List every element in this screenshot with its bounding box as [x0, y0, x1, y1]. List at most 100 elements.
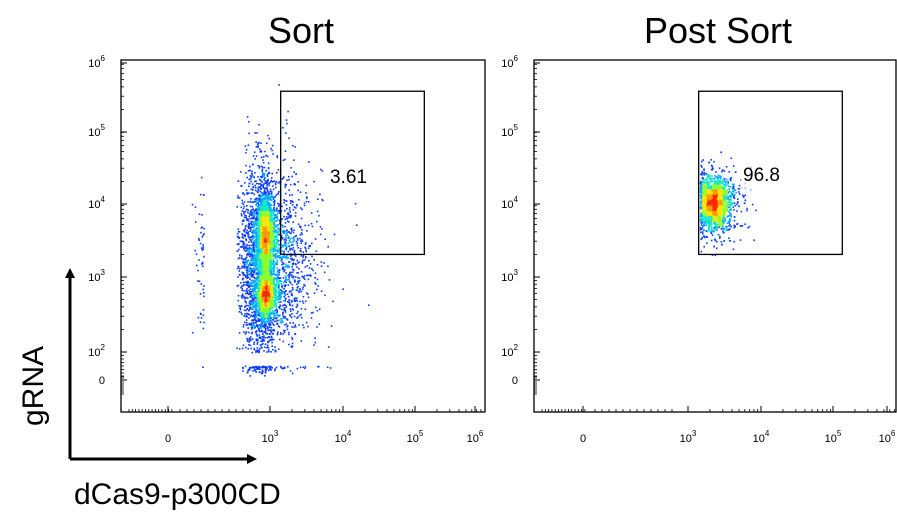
event-dot [257, 205, 260, 208]
event-dot [294, 324, 296, 326]
event-dot [247, 276, 250, 279]
event-dot [250, 228, 252, 231]
event-dot [253, 249, 255, 251]
event-dot [246, 290, 248, 293]
event-dot [240, 281, 242, 284]
event-dot [255, 350, 257, 352]
event-dot [238, 243, 240, 245]
event-dot [242, 344, 245, 347]
event-dot [270, 298, 273, 300]
event-dot [285, 272, 287, 274]
event-dot [251, 174, 254, 176]
event-dot [263, 346, 266, 349]
event-dot [309, 274, 312, 276]
event-dot [298, 277, 301, 280]
event-dot [250, 221, 253, 223]
event-dot [251, 223, 253, 226]
event-dot [298, 324, 300, 326]
event-dot [251, 172, 253, 175]
event-dot [275, 225, 278, 227]
event-dot [255, 145, 258, 148]
event-dot [280, 295, 282, 298]
event-dot [250, 247, 253, 250]
event-dot [252, 302, 255, 305]
event-dot [253, 290, 256, 292]
event-dot [272, 200, 275, 203]
event-dot [250, 323, 253, 325]
event-dot [289, 322, 291, 324]
event-dot [258, 279, 261, 282]
event-dot [316, 309, 319, 312]
event-dot [300, 232, 303, 234]
event-dot [276, 250, 279, 253]
event-dot [316, 326, 318, 328]
event-dot [251, 281, 253, 284]
event-dot [241, 313, 243, 315]
event-dot [257, 189, 260, 192]
event-dot [282, 292, 284, 295]
event-dot [272, 237, 274, 239]
event-dot [260, 327, 262, 329]
event-dot [246, 283, 248, 285]
event-dot [254, 214, 256, 216]
event-dot [286, 319, 289, 321]
event-dot [269, 188, 272, 191]
event-dot [284, 294, 287, 296]
event-dot [197, 269, 199, 272]
event-dot [285, 281, 287, 283]
event-dot [296, 300, 299, 302]
event-dot [285, 306, 288, 308]
event-dot [237, 299, 240, 302]
event-dot [275, 229, 278, 231]
event-dot [262, 159, 264, 161]
event-dot [278, 203, 280, 206]
event-dot [250, 282, 252, 285]
event-dot [278, 191, 280, 193]
event-dot [308, 267, 311, 269]
event-dot [254, 319, 256, 321]
event-dot [276, 255, 279, 257]
event-dot [267, 191, 269, 193]
event-dot [247, 254, 250, 256]
event-dot [253, 225, 255, 227]
event-dot [264, 150, 266, 153]
event-dot [238, 305, 240, 307]
event-dot [284, 256, 286, 259]
event-dot [249, 205, 252, 208]
event-dot [247, 244, 249, 247]
event-dot [250, 322, 253, 325]
event-dot [277, 319, 279, 322]
event-dot [300, 290, 303, 293]
event-dot [258, 141, 260, 144]
event-dot [257, 301, 260, 304]
event-dot [252, 231, 254, 234]
event-dot [266, 194, 268, 196]
event-dot [270, 369, 272, 371]
event-dot [257, 202, 259, 204]
event-dot [201, 249, 204, 251]
event-dot [292, 276, 294, 279]
event-dot [246, 205, 248, 207]
event-dot [284, 183, 287, 186]
event-dot [290, 316, 293, 319]
event-dot [282, 367, 284, 370]
event-dot [283, 201, 285, 204]
event-dot [274, 254, 276, 257]
event-dot [288, 343, 290, 346]
event-dot [289, 194, 291, 197]
event-dot [291, 257, 293, 260]
event-dot [302, 295, 305, 298]
event-dot [281, 250, 284, 252]
event-dot [245, 309, 247, 312]
event-dot [250, 180, 252, 183]
event-dot [252, 246, 254, 248]
event-dot [256, 263, 258, 265]
event-dot [244, 182, 246, 184]
event-dot [307, 325, 309, 328]
event-dot [281, 286, 284, 289]
event-dot [255, 276, 258, 279]
event-dot [274, 265, 276, 268]
event-dot [248, 192, 250, 194]
event-dot [242, 367, 244, 369]
event-dot [297, 272, 299, 274]
